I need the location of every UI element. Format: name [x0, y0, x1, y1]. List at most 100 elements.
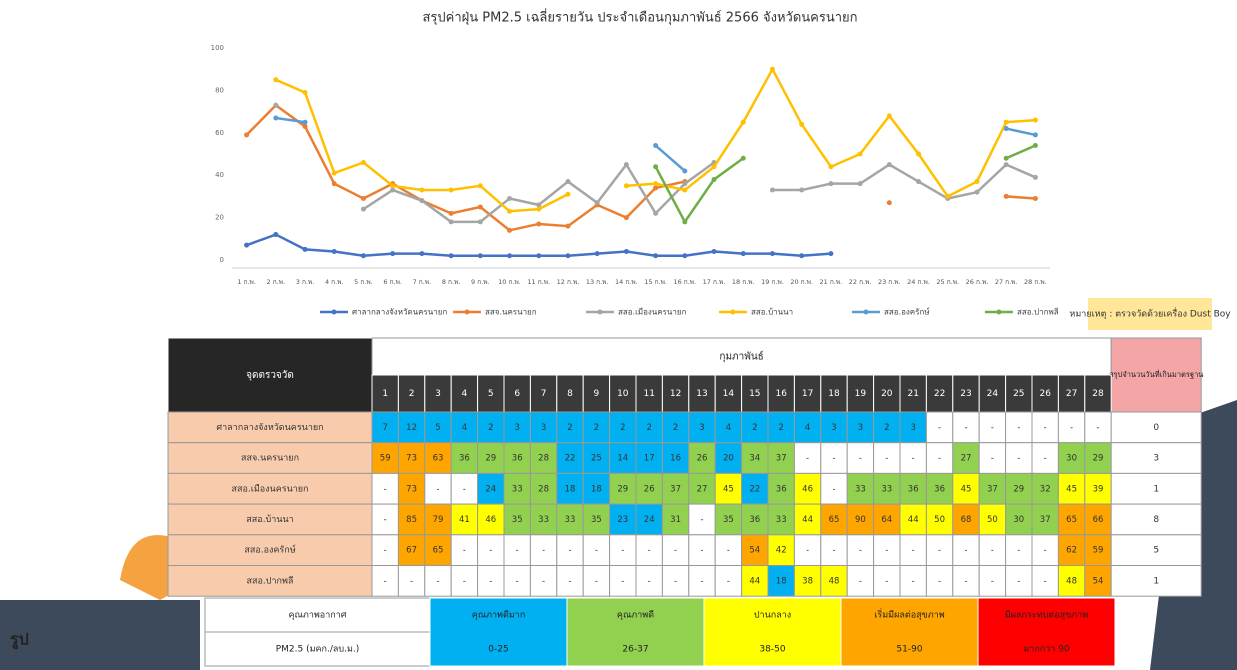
- x-tick-label: 28 ก.พ.: [1024, 278, 1047, 286]
- point: [770, 188, 775, 193]
- value-label: 37: [987, 484, 998, 494]
- value-label: 18: [565, 484, 576, 494]
- point: [478, 183, 483, 188]
- legend-label: ศาลากลางจังหวัดนครนายก: [352, 308, 447, 317]
- x-tick-label: 13 ก.พ.: [586, 278, 609, 286]
- day-label: 25: [1013, 389, 1024, 399]
- value-label: 73: [406, 454, 417, 464]
- y-tick-label: 0: [220, 256, 224, 264]
- legend-swatch: [996, 310, 1001, 315]
- value-label: 59: [380, 454, 391, 464]
- point: [565, 253, 570, 258]
- value-label: 44: [749, 576, 760, 586]
- x-tick-label: 19 ก.พ.: [761, 278, 784, 286]
- value-label: 3: [831, 423, 836, 433]
- x-tick-label: 8 ก.พ.: [442, 278, 461, 286]
- value-label: 2: [884, 423, 889, 433]
- point: [1033, 143, 1038, 148]
- value-label: 35: [512, 515, 523, 525]
- point: [799, 122, 804, 127]
- value-label: 36: [908, 484, 919, 494]
- value-label: 38: [802, 576, 813, 586]
- value-label: 18: [776, 576, 787, 586]
- value-label: 4: [805, 423, 810, 433]
- day-label: 1: [382, 389, 388, 399]
- value-label: 2: [673, 423, 678, 433]
- quality-header: คุณภาพอากาศ: [289, 611, 347, 621]
- value-label: 54: [749, 546, 760, 556]
- point: [361, 196, 366, 201]
- value-label: 54: [1093, 576, 1104, 586]
- point: [887, 162, 892, 167]
- page: รูป สรุปค่าฝุ่น PM2.5 เฉลี่ยรายวัน ประจำ…: [0, 0, 1237, 670]
- value-label: -: [885, 546, 888, 556]
- x-tick-label: 23 ก.พ.: [878, 278, 901, 286]
- point: [244, 132, 249, 137]
- value-label: 65: [433, 546, 444, 556]
- day-label: 28: [1092, 389, 1104, 399]
- value-label: -: [436, 484, 439, 494]
- value-label: 3: [541, 423, 546, 433]
- level-name: คุณภาพดีมาก: [472, 610, 526, 621]
- point: [682, 219, 687, 224]
- value-label: 22: [749, 484, 760, 494]
- value-label: -: [859, 454, 862, 464]
- value-label: 33: [565, 515, 576, 525]
- level-cell: [567, 598, 704, 666]
- point: [1033, 132, 1038, 137]
- value-label: -: [568, 546, 571, 556]
- value-label: -: [595, 576, 598, 586]
- value-label: 45: [961, 484, 972, 494]
- pm-header: PM2.5 (มคก./ลบ.ม.): [276, 645, 360, 655]
- value-label: -: [463, 576, 466, 586]
- point: [273, 115, 278, 120]
- value-label: -: [595, 546, 598, 556]
- station-name: สสจ.นครนายก: [241, 454, 299, 464]
- value-label: 25: [591, 454, 602, 464]
- point: [682, 168, 687, 173]
- value-label: -: [384, 546, 387, 556]
- legend-label: สสอ.ปากพลี: [1017, 308, 1059, 317]
- value-label: 2: [752, 423, 757, 433]
- point: [1004, 120, 1009, 125]
- day-label: 2: [409, 389, 415, 399]
- day-label: 8: [567, 389, 573, 399]
- value-label: 46: [802, 484, 813, 494]
- summary-value: 3: [1153, 454, 1159, 464]
- day-label: 23: [960, 389, 971, 399]
- point: [916, 152, 921, 157]
- caption: รูป: [10, 630, 29, 651]
- value-label: 33: [538, 515, 549, 525]
- value-label: 41: [459, 515, 470, 525]
- y-tick-label: 60: [215, 129, 224, 137]
- value-label: 73: [406, 484, 417, 494]
- value-label: 64: [881, 515, 892, 525]
- value-label: 2: [646, 423, 651, 433]
- value-label: 50: [934, 515, 945, 525]
- summary-header: สรุปจำนวนวันที่เกินมาตรฐาน: [1109, 369, 1203, 379]
- point: [828, 181, 833, 186]
- value-label: 4: [462, 423, 467, 433]
- value-label: 3: [699, 423, 704, 433]
- value-label: 67: [406, 546, 417, 556]
- value-label: 85: [406, 515, 417, 525]
- value-label: -: [991, 546, 994, 556]
- point: [682, 188, 687, 193]
- value-label: 2: [778, 423, 783, 433]
- value-label: -: [727, 546, 730, 556]
- point: [741, 251, 746, 256]
- value-label: 35: [723, 515, 734, 525]
- value-label: 29: [1013, 484, 1024, 494]
- point: [390, 251, 395, 256]
- point: [974, 190, 979, 195]
- day-label: 21: [907, 389, 918, 399]
- legend-label: สสอ.องครักษ์: [884, 307, 930, 317]
- value-label: 24: [644, 515, 655, 525]
- point: [1033, 118, 1038, 123]
- value-label: -: [1044, 546, 1047, 556]
- day-label: 20: [881, 389, 893, 399]
- point: [624, 162, 629, 167]
- summary-value: 1: [1153, 484, 1159, 494]
- point: [828, 251, 833, 256]
- value-label: 37: [1040, 515, 1051, 525]
